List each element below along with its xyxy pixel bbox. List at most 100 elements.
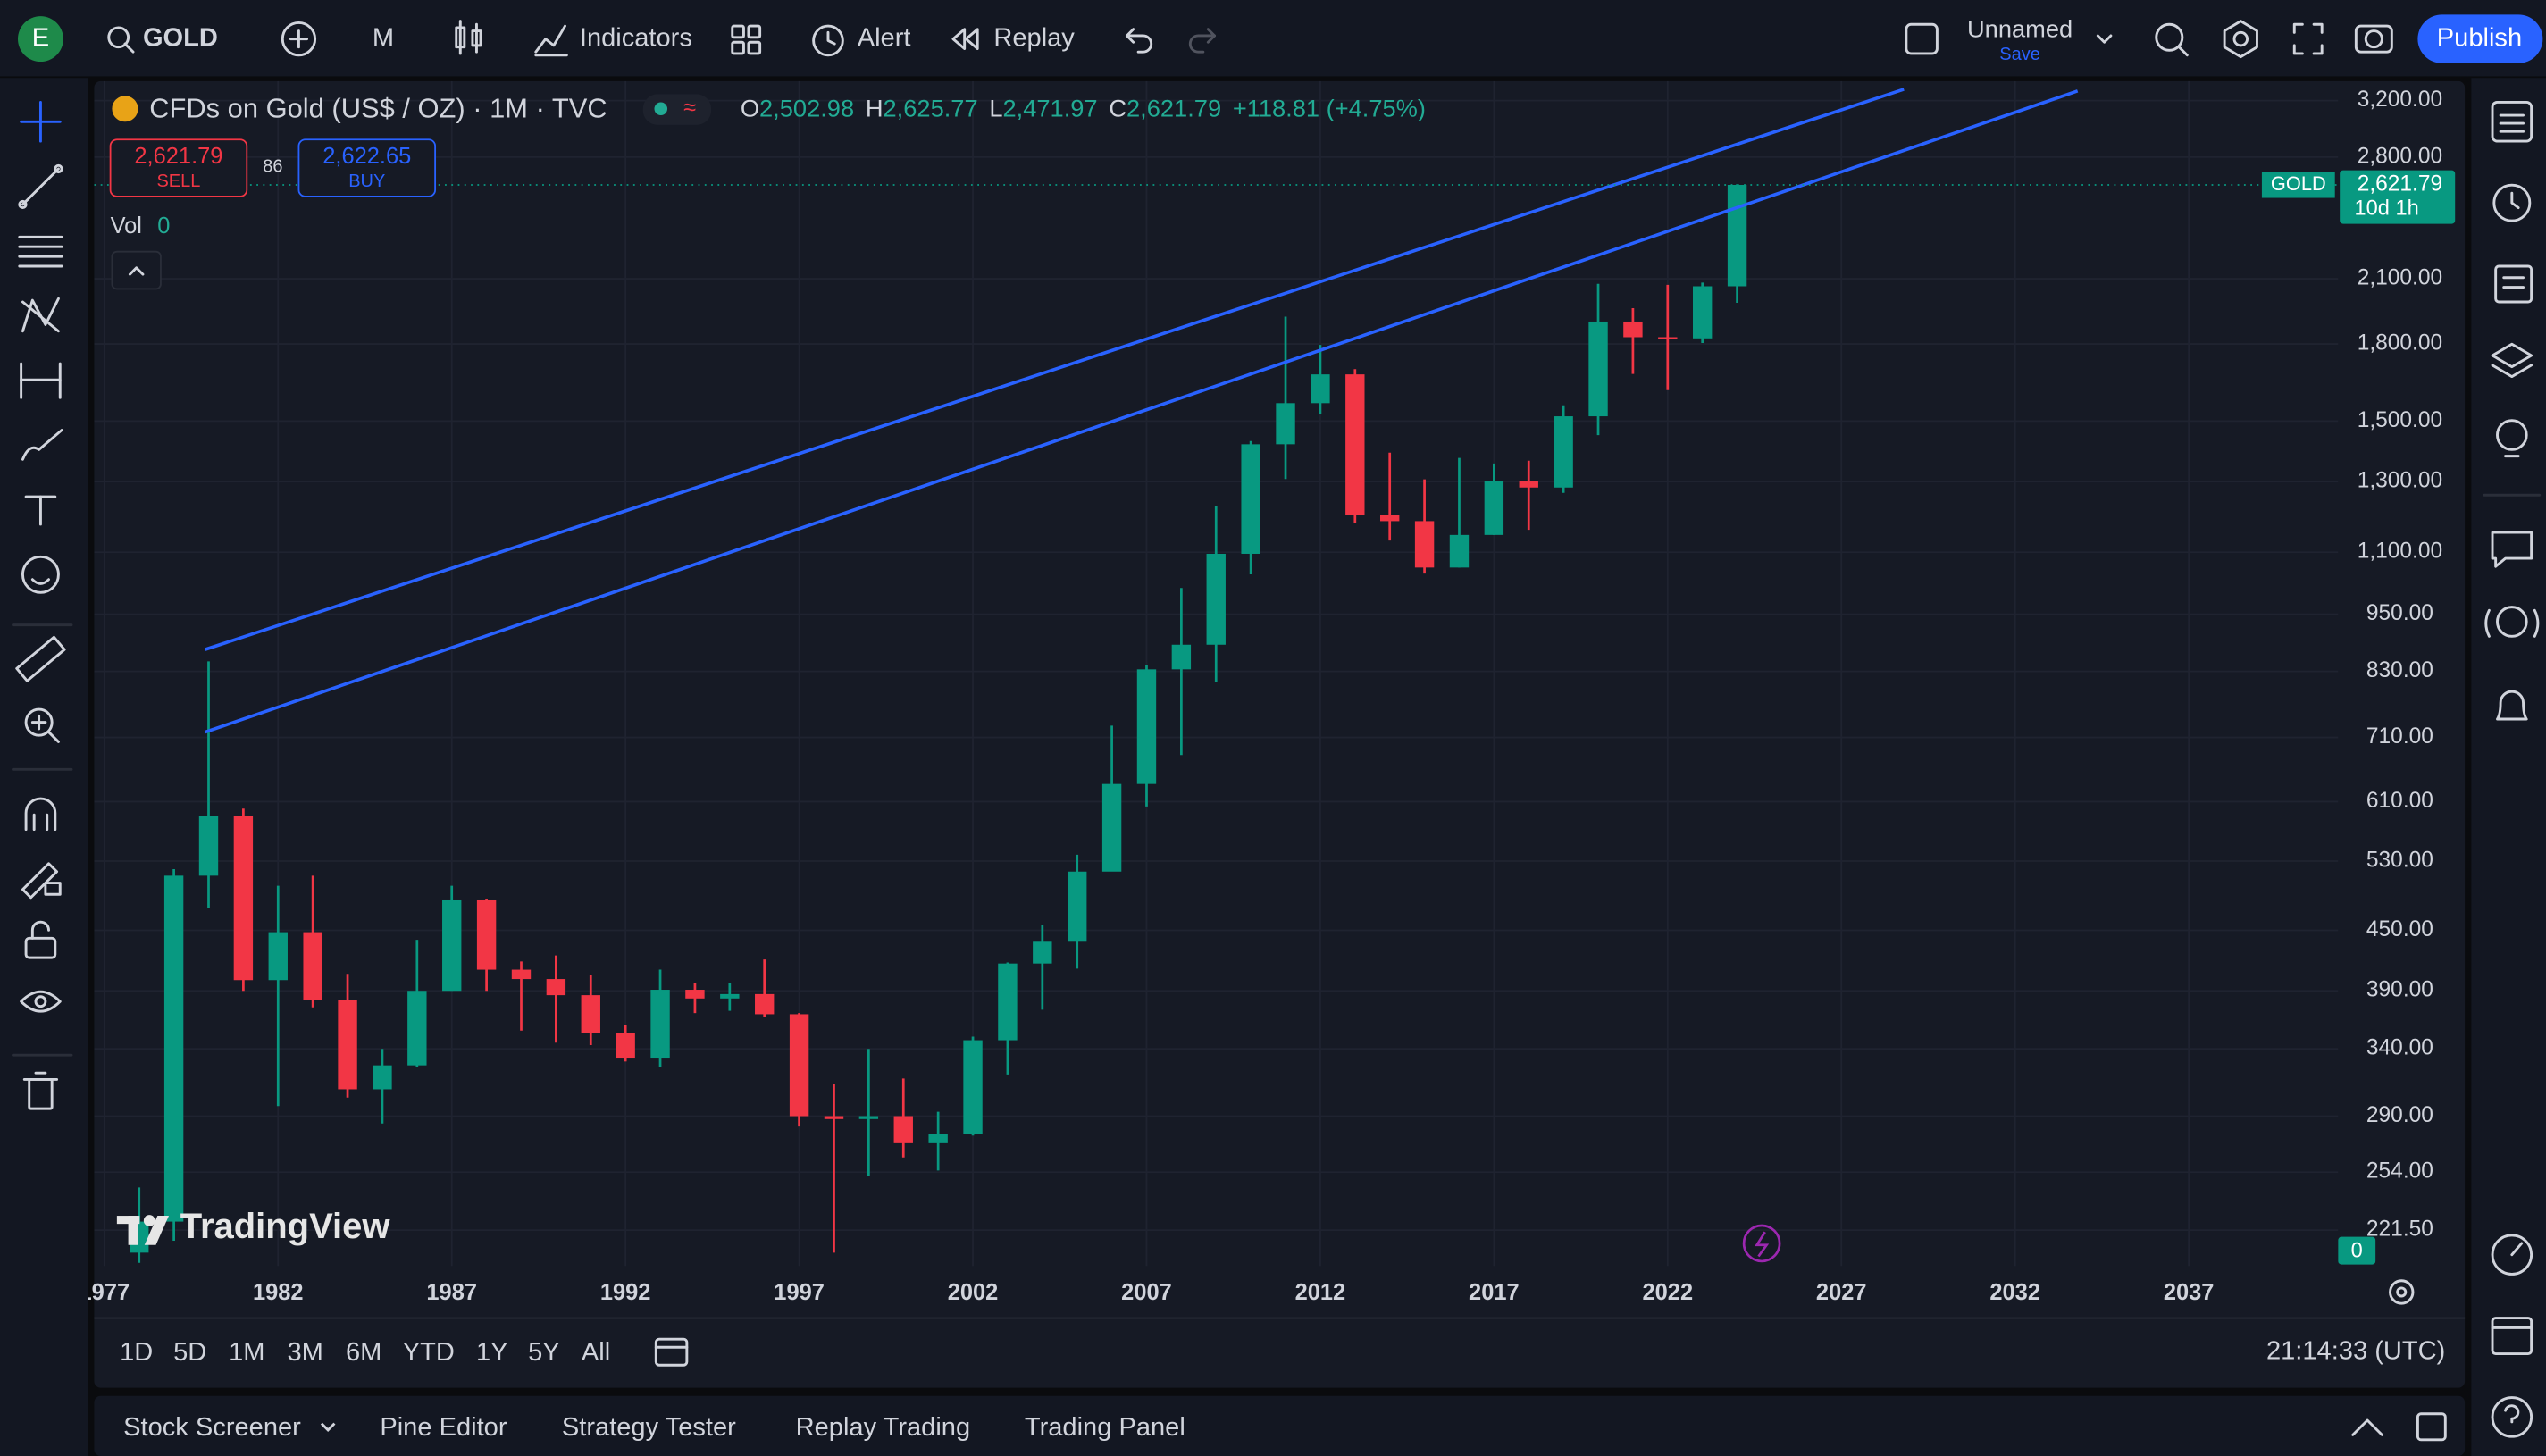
panel-tab[interactable]: Stock Screener <box>123 1413 301 1442</box>
magnet-tool[interactable] <box>24 797 57 832</box>
axis-settings[interactable] <box>2389 1279 2415 1305</box>
search-icon[interactable] <box>107 26 135 54</box>
compare-button[interactable] <box>281 21 317 57</box>
publish: Publish <box>2437 23 2522 52</box>
range-button[interactable]: 1Y <box>476 1338 508 1367</box>
range-button[interactable]: YTD <box>403 1338 455 1367</box>
ohlc: O2,502.98 H2,625.77 L2,471.97 C2,621.79 +118… <box>741 95 1426 122</box>
undo[interactable] <box>1125 28 1153 54</box>
chart-type-button[interactable] <box>455 20 482 55</box>
buy-button[interactable] <box>297 138 437 197</box>
panel-tab[interactable]: Replay Trading <box>796 1413 971 1442</box>
close: 2,621.79 <box>1126 95 1221 122</box>
watchlist[interactable] <box>2491 101 2533 143</box>
watermark: TradingView <box>180 1207 391 1246</box>
avatar[interactable] <box>17 16 63 63</box>
range-button[interactable]: 1D <box>120 1338 153 1367</box>
range-button[interactable]: 3M <box>288 1338 323 1367</box>
panel-tab[interactable]: Strategy Tester <box>562 1413 736 1442</box>
events-icon[interactable] <box>1742 1224 1781 1263</box>
sell-button[interactable] <box>109 138 248 197</box>
range-button[interactable]: 1M <box>229 1338 264 1367</box>
emoji-tool[interactable] <box>21 555 60 594</box>
candle-body <box>1692 286 1713 339</box>
data-delay: ≈ <box>683 95 696 120</box>
h-label: H <box>866 95 884 122</box>
layout-name[interactable]: Unnamed <box>1967 15 2073 43</box>
snapshot[interactable] <box>2354 24 2393 54</box>
plot-area <box>94 80 2339 1267</box>
quick-search[interactable] <box>2155 22 2189 57</box>
notifications[interactable] <box>2496 690 2528 721</box>
publish-button[interactable] <box>2417 14 2543 63</box>
streams[interactable] <box>2484 606 2540 638</box>
status-pill[interactable] <box>642 94 712 125</box>
templates-button[interactable] <box>731 24 762 55</box>
candle-body <box>928 1134 948 1143</box>
delete-tool[interactable] <box>22 1071 59 1110</box>
clock: 21:14:33 (UTC) <box>2266 1336 2445 1365</box>
fullscreen[interactable] <box>2292 22 2324 55</box>
range-button[interactable]: 5D <box>173 1338 206 1367</box>
buy-label: BUY <box>348 172 385 191</box>
candle-body <box>1171 644 1192 670</box>
object-tree[interactable] <box>2491 342 2533 379</box>
text-tool[interactable] <box>24 495 57 526</box>
tab-menu[interactable] <box>320 1422 336 1432</box>
symbol[interactable]: GOLD <box>143 23 218 52</box>
measure-tool[interactable] <box>20 362 62 399</box>
last-price-label: 2,621.79 <box>2358 172 2442 196</box>
maximize-panel[interactable] <box>2416 1412 2447 1442</box>
candle-body <box>373 1065 392 1090</box>
candle-body <box>720 993 740 999</box>
range-button[interactable]: All <box>582 1338 610 1367</box>
alert-icon[interactable] <box>812 24 844 57</box>
indicators-icon[interactable] <box>534 24 568 57</box>
x-tick-label: 2037 <box>2164 1280 2215 1305</box>
crosshair[interactable] <box>20 101 62 143</box>
news[interactable] <box>2494 264 2533 304</box>
layout-icon[interactable] <box>1905 22 1939 55</box>
alert[interactable]: Alert <box>858 23 911 52</box>
range-button[interactable]: 6M <box>346 1338 381 1367</box>
replay[interactable]: Replay <box>993 23 1075 52</box>
sidebar-tools <box>2483 101 2542 1438</box>
collapse-legend[interactable] <box>111 250 162 290</box>
panel-tab[interactable]: Trading Panel <box>1025 1413 1185 1442</box>
indicators[interactable]: Indicators <box>580 23 692 52</box>
replay-icon[interactable] <box>951 28 979 50</box>
candle-body <box>1136 669 1157 784</box>
y-tick-label: 1,100.00 <box>2358 540 2442 564</box>
panel-tab[interactable]: Pine Editor <box>380 1413 507 1442</box>
chats[interactable] <box>2491 531 2533 568</box>
fib-tool[interactable] <box>18 235 63 268</box>
zoom-tool[interactable] <box>24 707 60 743</box>
redo[interactable] <box>1188 28 1217 54</box>
x-tick-label: 1992 <box>600 1280 651 1305</box>
help[interactable] <box>2491 1396 2533 1438</box>
visibility-tool[interactable] <box>20 990 62 1013</box>
brush-tool[interactable] <box>21 429 63 461</box>
range-button[interactable]: 5Y <box>528 1338 560 1367</box>
o-label: O <box>741 95 759 122</box>
lock-tool[interactable] <box>24 920 57 959</box>
candle-body <box>1311 374 1330 404</box>
lock-drawing-tool[interactable] <box>21 862 62 900</box>
layout-menu[interactable] <box>2096 34 2113 44</box>
trend-line-tool[interactable] <box>18 163 63 210</box>
x-tick-label: 2017 <box>1469 1280 1520 1305</box>
collapse-panel[interactable] <box>2351 1418 2383 1436</box>
open: 2,502.98 <box>759 95 854 122</box>
candle-body <box>1101 783 1122 872</box>
dom[interactable] <box>2491 1234 2533 1276</box>
interval[interactable]: M <box>373 23 394 52</box>
settings[interactable] <box>2223 20 2258 59</box>
date-range-icon[interactable] <box>654 1337 689 1367</box>
ruler-tool[interactable] <box>15 635 66 682</box>
x-tick-label: 1982 <box>253 1280 304 1305</box>
calendar[interactable] <box>2491 1317 2533 1355</box>
ideas[interactable] <box>2496 419 2528 458</box>
pattern-tool[interactable] <box>21 297 60 333</box>
alerts[interactable] <box>2492 183 2532 222</box>
c-label: C <box>1109 95 1126 122</box>
